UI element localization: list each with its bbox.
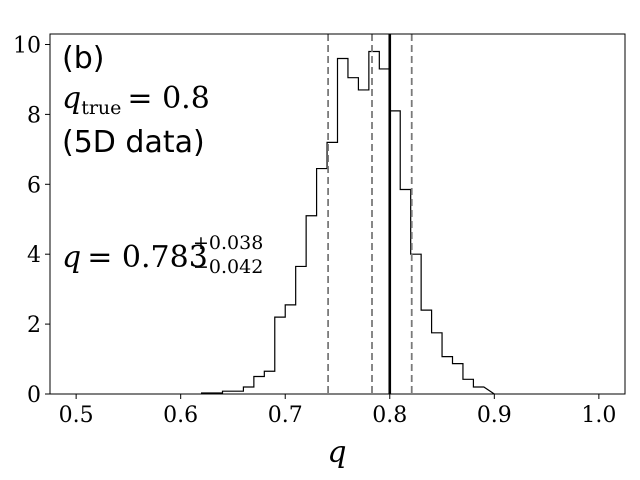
histogram-bin [254, 377, 264, 394]
x-tick-label: 0.9 [477, 403, 512, 428]
x-tick-label: 0.7 [268, 403, 303, 428]
q-true-subscript: true [81, 97, 121, 119]
y-tick-label: 10 [13, 33, 41, 58]
histogram-bin [358, 90, 368, 394]
plot-frame [49, 33, 626, 395]
histogram-outline [200, 50, 495, 395]
histogram-bin [442, 357, 452, 394]
histogram-bin [243, 387, 253, 394]
q-true-value: = 0.8 [127, 81, 209, 116]
q-true-symbol: q [62, 81, 81, 116]
histogram-bin [338, 58, 348, 394]
panel-label: (b) [62, 41, 104, 76]
x-tick-label: 1.0 [581, 403, 616, 428]
histogram-bin [379, 69, 389, 394]
histogram-bin [369, 51, 379, 394]
histogram-bin [463, 379, 473, 394]
y-axis-ticks: 0 2 4 6 8 10 [13, 33, 50, 408]
histogram-outline-group [200, 50, 495, 395]
y-tick-label: 8 [27, 103, 41, 128]
histogram-bin [306, 216, 316, 394]
histogram-bin [390, 111, 400, 394]
histogram-bin [473, 387, 483, 394]
x-axis-ticks: 0.5 0.6 0.7 0.8 0.9 1.0 [59, 394, 616, 428]
estimate-annotation: q = 0.783 [62, 240, 208, 275]
estimate-value: = 0.783 [87, 240, 208, 275]
estimate-symbol: q [62, 240, 81, 275]
q-true-annotation: qtrue = 0.8 [62, 81, 210, 119]
data-note: (5D data) [62, 125, 205, 160]
histogram-bin [275, 317, 285, 394]
histogram-bin [285, 305, 295, 394]
histogram-bin [453, 364, 463, 394]
estimate-lower-error: −0.042 [193, 256, 263, 278]
histogram-bin [432, 333, 442, 394]
histogram-bin [421, 310, 431, 394]
histogram-bin [400, 190, 410, 394]
histogram-bin [317, 169, 327, 394]
y-tick-label: 4 [27, 243, 41, 268]
y-tick-label: 0 [27, 383, 41, 408]
estimate-upper-error: +0.038 [193, 232, 263, 254]
y-tick-label: 2 [27, 313, 41, 338]
y-tick-label: 6 [27, 173, 41, 198]
x-tick-label: 0.5 [59, 403, 94, 428]
reference-lines [327, 34, 413, 394]
x-tick-label: 0.6 [163, 403, 198, 428]
x-tick-label: 0.8 [372, 403, 407, 428]
histogram-bin [296, 266, 306, 394]
histogram-bin [348, 78, 358, 394]
histogram-bin [264, 371, 274, 394]
x-axis-label: q [327, 435, 346, 470]
